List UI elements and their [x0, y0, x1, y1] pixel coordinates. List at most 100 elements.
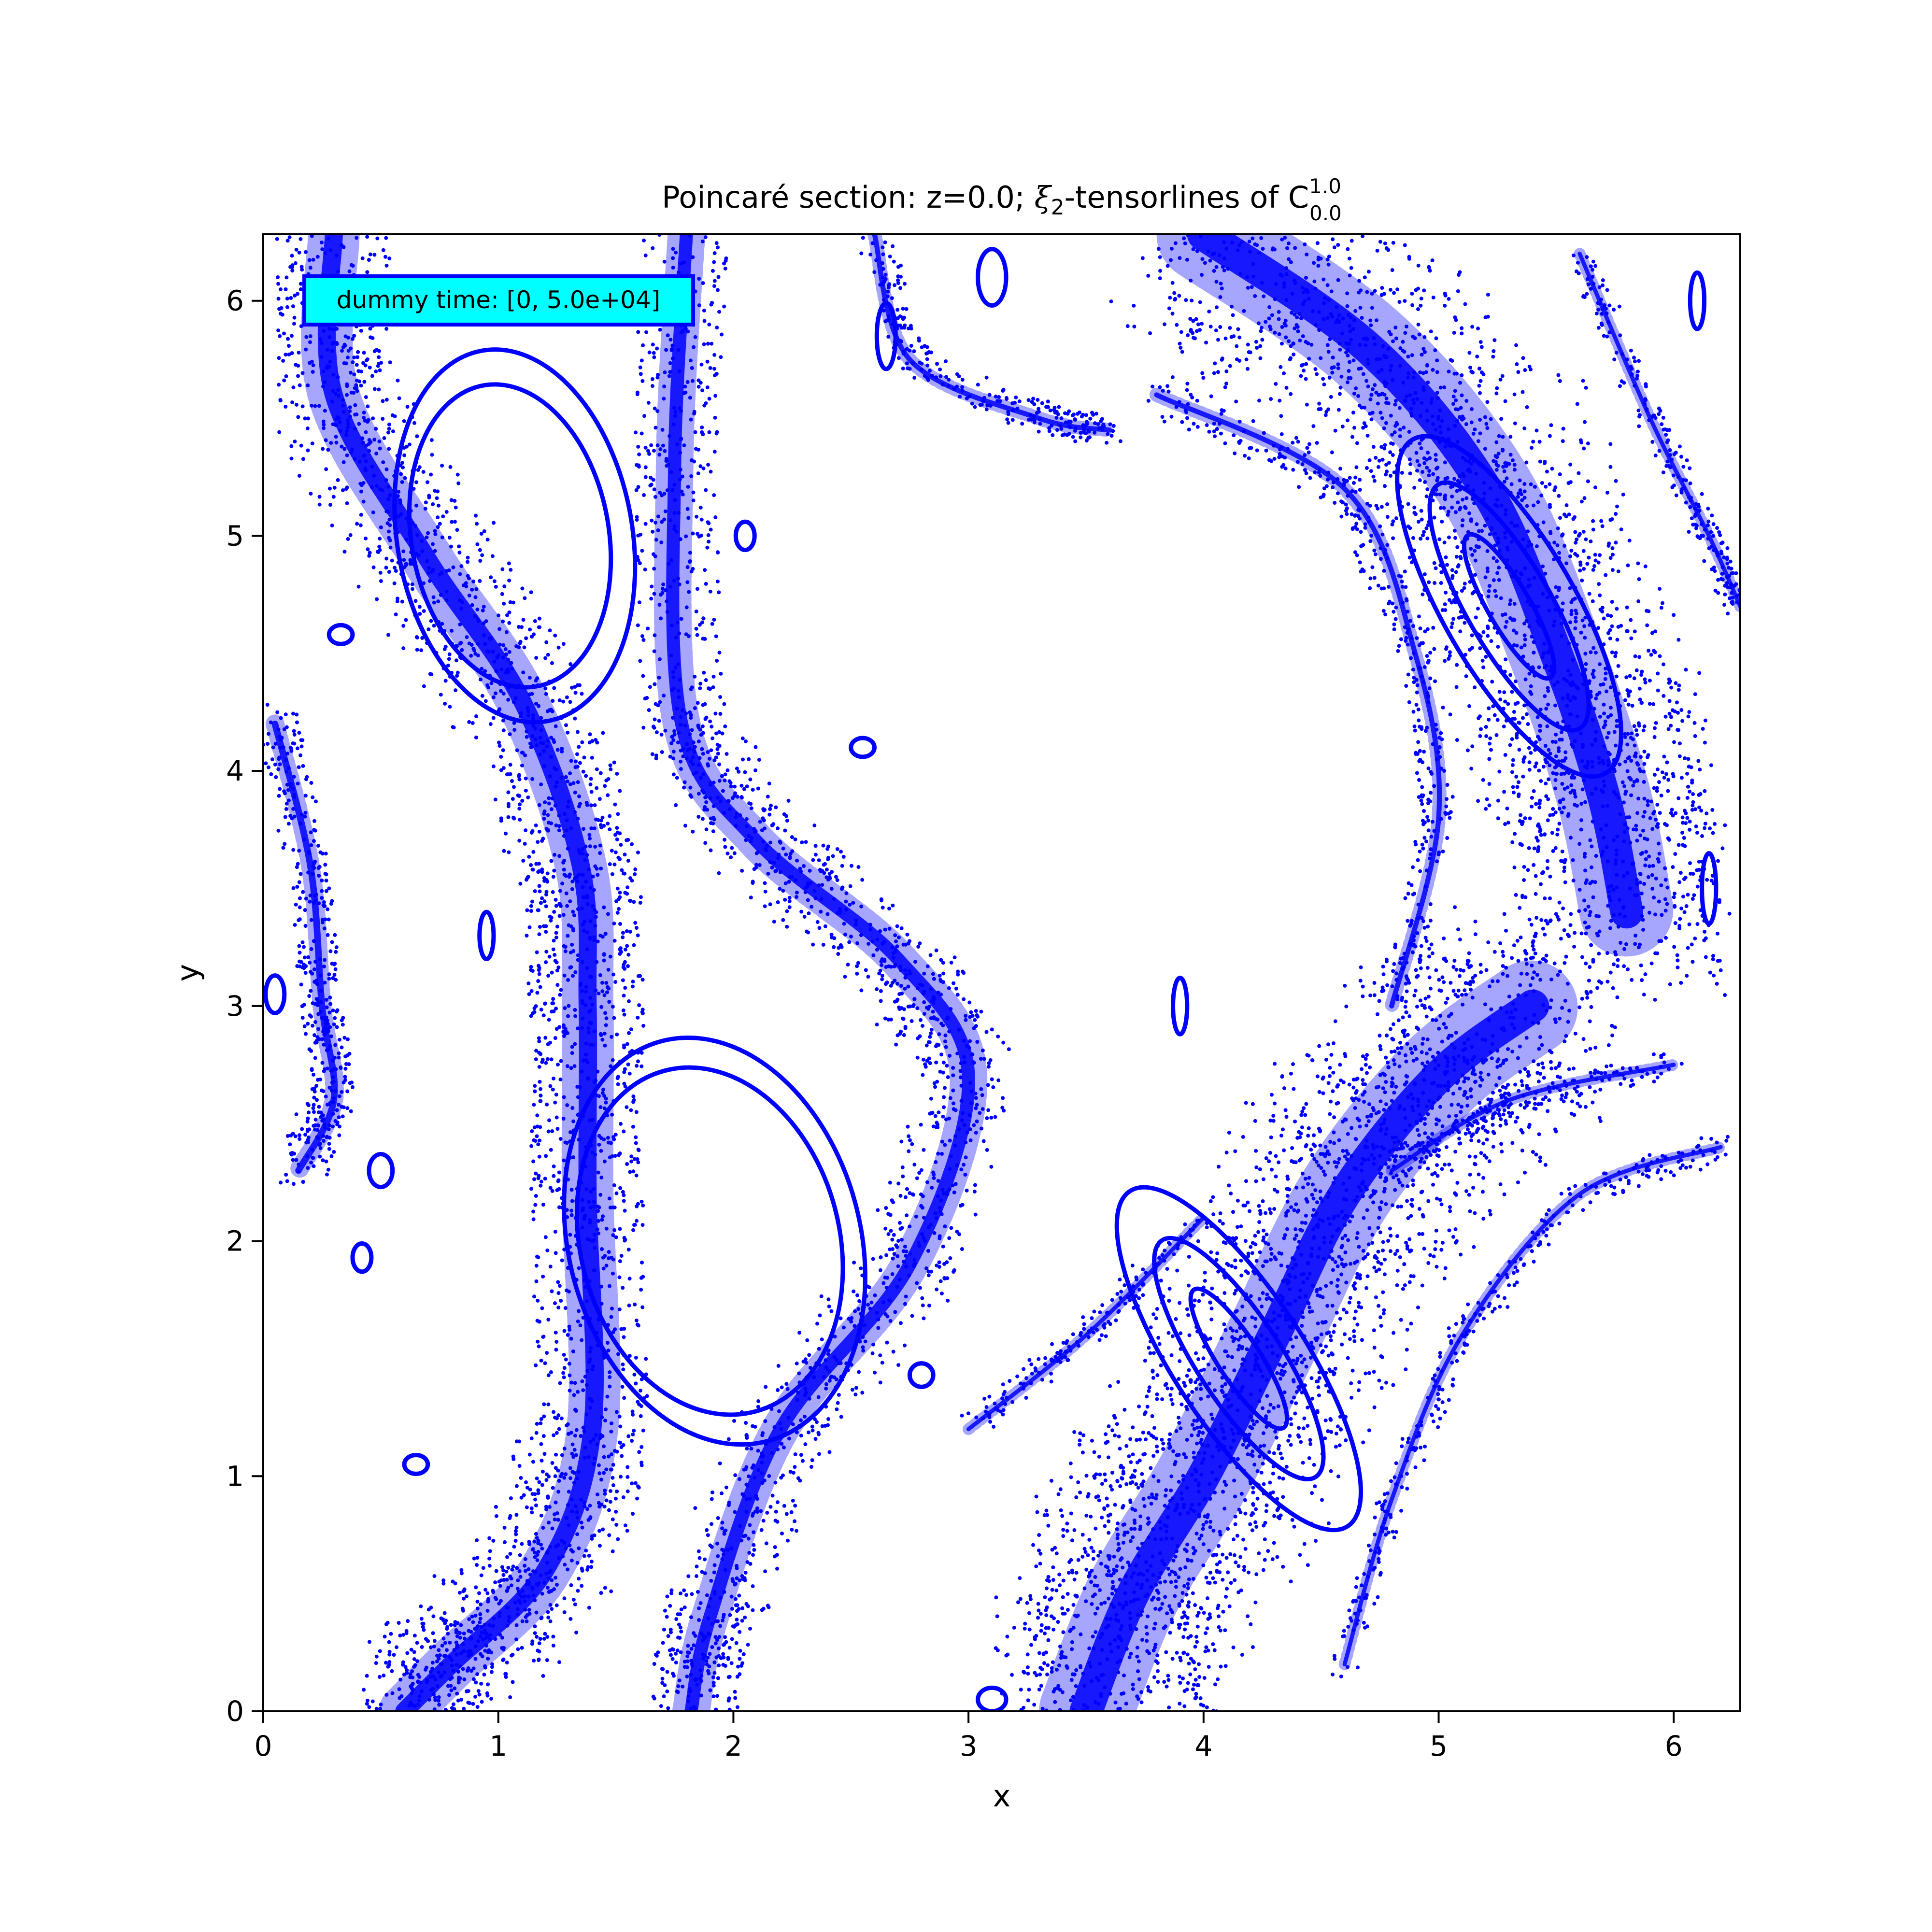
- data-point: [1130, 149, 1134, 153]
- data-point: [603, 1043, 607, 1048]
- data-point: [1289, 356, 1293, 360]
- data-point: [539, 1358, 543, 1363]
- data-point: [386, 484, 391, 489]
- data-point: [546, 1042, 550, 1047]
- data-point: [897, 1278, 902, 1282]
- data-point: [546, 1402, 551, 1406]
- data-point: [748, 1626, 753, 1631]
- data-point: [719, 671, 723, 676]
- data-point: [672, 406, 676, 410]
- data-point: [308, 340, 312, 344]
- data-point: [774, 805, 778, 810]
- data-point: [577, 1470, 581, 1474]
- data-point: [406, 1734, 410, 1738]
- data-point: [323, 251, 327, 255]
- data-point: [706, 750, 710, 754]
- data-point: [550, 1001, 554, 1006]
- data-point: [606, 793, 610, 797]
- data-point: [320, 247, 325, 252]
- data-point: [588, 782, 593, 787]
- data-point: [659, 540, 664, 544]
- data-point: [342, 228, 346, 232]
- data-point: [871, 1257, 875, 1261]
- data-point: [550, 1461, 554, 1465]
- data-point: [791, 1422, 795, 1426]
- data-point: [943, 1143, 947, 1147]
- data-point: [415, 1659, 420, 1663]
- data-point: [920, 983, 924, 987]
- data-point: [609, 1315, 613, 1319]
- data-point: [765, 844, 769, 848]
- data-point: [674, 1732, 678, 1736]
- data-point: [540, 1306, 544, 1310]
- data-point: [850, 1316, 854, 1320]
- data-point: [838, 1361, 843, 1365]
- data-point: [709, 848, 713, 852]
- data-point: [455, 670, 460, 675]
- data-point: [953, 1134, 957, 1138]
- data-point: [710, 622, 714, 626]
- data-point: [378, 537, 382, 541]
- data-point: [1319, 356, 1323, 360]
- data-point: [612, 862, 617, 867]
- data-point: [810, 1428, 815, 1433]
- data-point: [800, 840, 804, 845]
- data-point: [494, 1505, 498, 1509]
- data-point: [745, 824, 749, 828]
- data-point: [744, 817, 749, 821]
- data-point: [1467, 351, 1472, 355]
- data-point: [907, 939, 911, 943]
- data-point: [561, 1023, 566, 1027]
- data-point: [576, 780, 580, 784]
- data-point: [499, 768, 503, 772]
- data-point: [842, 922, 846, 926]
- data-point: [353, 403, 357, 407]
- data-point: [1326, 407, 1331, 412]
- data-point: [471, 1736, 475, 1740]
- data-point: [745, 1434, 749, 1438]
- data-point: [726, 1503, 731, 1507]
- data-point: [1165, 264, 1170, 268]
- data-point: [859, 1266, 863, 1271]
- data-point: [641, 1023, 646, 1028]
- data-point: [534, 1431, 539, 1435]
- data-point: [516, 1590, 521, 1594]
- data-point: [561, 913, 566, 917]
- data-point: [1235, 357, 1239, 362]
- data-point: [604, 1096, 608, 1101]
- data-point: [710, 1622, 714, 1626]
- data-point: [290, 254, 294, 258]
- data-point: [467, 593, 471, 597]
- data-point: [584, 1052, 588, 1057]
- data-point: [534, 1503, 538, 1507]
- data-point: [432, 600, 436, 605]
- data-point: [562, 1476, 567, 1480]
- data-point: [402, 419, 406, 423]
- data-point: [776, 1388, 780, 1392]
- data-point: [889, 965, 893, 969]
- data-point: [546, 653, 550, 657]
- data-point: [277, 430, 282, 434]
- data-point: [596, 1170, 600, 1175]
- data-point: [1178, 341, 1182, 346]
- data-point: [440, 1644, 444, 1648]
- data-point: [604, 1226, 609, 1231]
- data-point: [907, 1134, 911, 1138]
- data-point: [611, 1330, 615, 1334]
- data-point: [365, 420, 369, 424]
- data-point: [787, 905, 792, 909]
- data-point: [321, 369, 326, 373]
- data-point: [575, 1561, 580, 1565]
- data-point: [618, 922, 623, 926]
- data-point: [654, 538, 658, 542]
- data-point: [706, 341, 710, 346]
- data-point: [1373, 289, 1377, 293]
- data-point: [475, 1606, 480, 1611]
- data-point: [690, 1592, 694, 1596]
- data-point: [747, 757, 751, 761]
- data-point: [479, 1625, 483, 1629]
- data-point: [1253, 156, 1257, 160]
- data-point: [337, 198, 341, 202]
- data-point: [285, 297, 289, 301]
- data-point: [551, 699, 555, 703]
